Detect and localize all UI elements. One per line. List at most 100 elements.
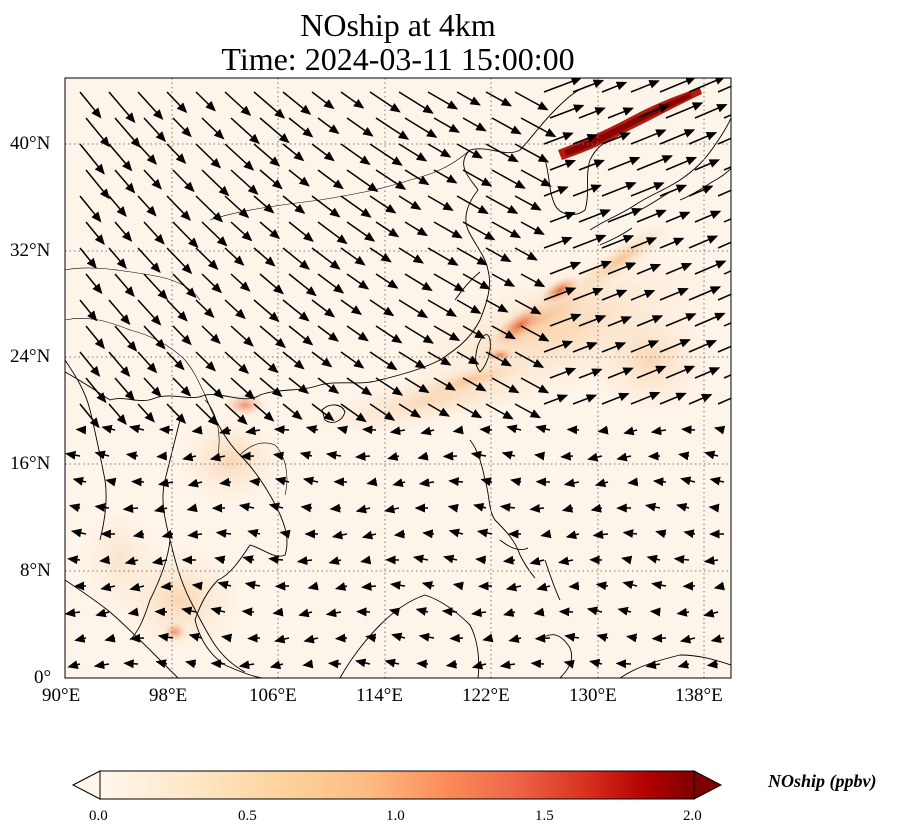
wind-arrow bbox=[420, 426, 435, 436]
wind-arrow bbox=[85, 377, 107, 404]
wind-arrow bbox=[85, 221, 105, 246]
wind-arrow bbox=[282, 195, 306, 215]
wind-arrow bbox=[607, 156, 641, 171]
wind-arrow bbox=[491, 117, 522, 135]
wind-arrow bbox=[288, 325, 314, 346]
colorbar-tick-1: 1.0 bbox=[386, 808, 405, 824]
wind-arrow bbox=[157, 632, 174, 642]
wind-arrow bbox=[644, 502, 661, 512]
wind-arrow bbox=[384, 658, 400, 668]
wind-arrow bbox=[172, 221, 199, 249]
wind-arrow bbox=[529, 556, 545, 566]
wind-arrow bbox=[340, 247, 366, 266]
wind-arrow bbox=[388, 607, 401, 617]
wind-arrow bbox=[259, 221, 281, 240]
wind-arrow bbox=[161, 529, 174, 539]
wind-arrow bbox=[717, 341, 731, 353]
wind-arrow bbox=[650, 426, 667, 436]
wind-arrow bbox=[529, 503, 545, 513]
wind-arrow bbox=[282, 403, 303, 420]
wind-arrow bbox=[238, 502, 255, 512]
wind-arrow bbox=[282, 299, 310, 322]
wind-arrow bbox=[649, 607, 661, 617]
wind-arrow bbox=[676, 502, 690, 512]
wind-arrow bbox=[636, 263, 662, 275]
wind-arrow bbox=[268, 555, 284, 565]
wind-arrow bbox=[299, 451, 313, 460]
wind-arrow bbox=[443, 554, 458, 564]
wind-arrow bbox=[302, 659, 314, 669]
wind-arrow bbox=[114, 325, 138, 352]
wind-arrow bbox=[79, 91, 102, 119]
wind-arrow bbox=[259, 325, 286, 349]
wind-arrow bbox=[499, 660, 516, 670]
wind-arrow bbox=[375, 325, 403, 344]
wind-arrow bbox=[616, 452, 632, 462]
wind-arrow bbox=[456, 403, 483, 419]
wind-arrow bbox=[601, 81, 628, 93]
wind-arrow bbox=[594, 478, 609, 488]
wind-arrow bbox=[578, 368, 603, 379]
wind-arrow bbox=[485, 403, 514, 420]
wind-arrow bbox=[491, 169, 526, 189]
wind-arrow bbox=[713, 425, 726, 435]
wind-arrow bbox=[108, 351, 131, 378]
wind-arrow bbox=[259, 117, 290, 144]
wind-arrow bbox=[369, 403, 396, 421]
wind-arrow bbox=[678, 451, 690, 461]
wind-arrow bbox=[122, 503, 139, 513]
wind-arrow bbox=[221, 633, 233, 643]
wind-arrow bbox=[630, 129, 667, 145]
wind-arrow bbox=[369, 143, 403, 166]
wind-arrow bbox=[505, 582, 522, 592]
wind-arrow bbox=[433, 169, 458, 184]
wind-arrow bbox=[717, 189, 731, 197]
wind-arrow bbox=[124, 556, 139, 566]
wind-arrow bbox=[597, 425, 609, 435]
wind-arrow bbox=[491, 377, 520, 394]
wind-arrow bbox=[485, 247, 512, 263]
wind-arrow bbox=[615, 659, 632, 669]
wind-arrow bbox=[543, 287, 577, 301]
wind-arrow bbox=[336, 425, 348, 435]
lat-tick-16n: 16°N bbox=[10, 453, 51, 474]
lat-tick-24n: 24°N bbox=[10, 346, 51, 367]
wind-arrow bbox=[710, 634, 725, 644]
wind-arrow bbox=[317, 117, 340, 135]
wind-arrow bbox=[143, 221, 165, 245]
wind-arrow bbox=[253, 351, 279, 374]
wind-arrow bbox=[723, 270, 731, 275]
wind-arrow bbox=[543, 340, 574, 353]
wind-arrow bbox=[723, 114, 731, 119]
wind-arrow bbox=[688, 394, 713, 405]
wind-arrow bbox=[224, 299, 246, 320]
wind-arrow bbox=[476, 528, 493, 538]
wind-arrow bbox=[375, 117, 410, 140]
wind-arrow bbox=[717, 137, 731, 145]
wind-arrow bbox=[137, 195, 157, 217]
wind-arrow bbox=[665, 156, 698, 171]
wind-arrow bbox=[622, 529, 638, 539]
wind-arrow bbox=[230, 169, 259, 195]
wind-arrow bbox=[717, 241, 731, 249]
wind-arrow bbox=[74, 633, 87, 643]
wind-arrow bbox=[480, 477, 493, 487]
wind-arrow bbox=[201, 273, 222, 294]
wind-arrow bbox=[369, 247, 392, 263]
wind-arrow bbox=[108, 403, 127, 425]
wind-arrow bbox=[688, 78, 726, 93]
wind-arrow bbox=[645, 660, 661, 670]
wind-arrow bbox=[155, 659, 168, 669]
wind-arrow bbox=[327, 659, 342, 669]
wind-arrow bbox=[392, 478, 406, 487]
wind-arrow bbox=[601, 132, 631, 145]
lon-tick-130e: 130°E bbox=[569, 685, 617, 706]
wind-arrow bbox=[317, 221, 348, 245]
wind-arrow bbox=[520, 117, 557, 138]
wind-arrow bbox=[514, 403, 542, 419]
wind-arrow bbox=[311, 91, 335, 110]
wind-arrow bbox=[607, 316, 632, 327]
wind-arrow bbox=[93, 660, 110, 670]
wind-arrow bbox=[346, 377, 373, 396]
wind-arrow bbox=[158, 425, 174, 435]
